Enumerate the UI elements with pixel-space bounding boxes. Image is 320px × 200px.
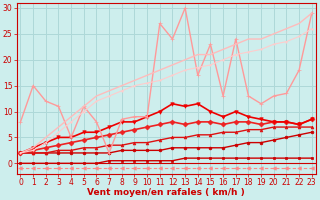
X-axis label: Vent moyen/en rafales ( km/h ): Vent moyen/en rafales ( km/h ): [87, 188, 245, 197]
